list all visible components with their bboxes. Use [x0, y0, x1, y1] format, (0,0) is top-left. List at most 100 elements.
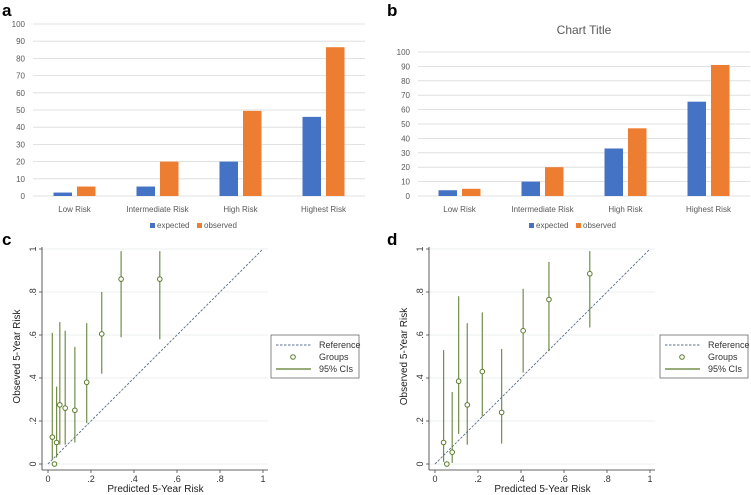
- y-tick-label: .6: [415, 331, 425, 339]
- legend-label: Reference: [708, 340, 750, 350]
- legend-label: Groups: [319, 352, 349, 362]
- x-category-label: Low Risk: [443, 205, 476, 214]
- group-point: [498, 409, 505, 416]
- y-tick-label: 0: [21, 192, 26, 201]
- legend: Reference Groups 95% CIs: [270, 334, 361, 379]
- bar-expected: [438, 190, 457, 196]
- legend-label: Groups: [708, 352, 738, 362]
- bar-expected: [136, 186, 155, 196]
- group-point: [51, 461, 58, 467]
- bar-observed: [462, 188, 481, 196]
- y-tick-label: 0: [28, 461, 38, 466]
- y-tick-label: 1: [28, 246, 38, 251]
- calibration-plot-d: d 0 .2 .4 .6 .8 1 0 .2 .4 .6 .8 1 Predicted 5-Year Ri…: [387, 230, 750, 495]
- y-tick-label: 40: [16, 123, 25, 132]
- y-tick-label: 50: [16, 106, 25, 115]
- x-category-label: Intermediate Risk: [126, 205, 189, 214]
- x-tick-label: .8: [216, 474, 224, 484]
- y-tick-label: .4: [28, 374, 38, 382]
- group-point: [449, 449, 456, 455]
- y-tick-label: 100: [397, 48, 411, 57]
- bar-expected: [687, 101, 706, 196]
- reference-line: [434, 248, 651, 465]
- group-point: [83, 379, 90, 386]
- x-category-label: Intermediate Risk: [511, 205, 574, 214]
- x-tick-label: 1: [260, 474, 265, 484]
- y-tick-label: .8: [415, 288, 425, 296]
- y-tick-label: 1: [415, 246, 425, 251]
- group-point: [157, 276, 163, 282]
- y-tick-label: .6: [28, 331, 38, 339]
- x-category-label: High Risk: [608, 205, 643, 214]
- legend-label: 95% CIs: [319, 364, 354, 374]
- bar-observed: [628, 128, 647, 196]
- x-category-label: Highest Risk: [301, 205, 347, 214]
- legend-swatch-expected: [529, 223, 534, 228]
- y-tick-label: 100: [12, 20, 26, 29]
- group-point: [444, 461, 450, 467]
- y-tick-label: 60: [16, 89, 25, 98]
- legend-label: Reference: [319, 340, 361, 350]
- panel-label-a: a: [2, 1, 12, 20]
- bar-observed: [77, 186, 96, 196]
- legend-swatch-expected: [150, 223, 155, 228]
- y-tick-label: 70: [16, 72, 25, 81]
- legend-groups-marker: [679, 354, 685, 360]
- bar-expected: [53, 192, 72, 196]
- panel-label-b: b: [387, 1, 397, 20]
- panel-label-d: d: [387, 230, 397, 249]
- group-point: [98, 331, 105, 337]
- x-tick-label: .2: [87, 474, 95, 484]
- y-tick-label: 60: [401, 106, 410, 115]
- y-tick-label: .8: [28, 288, 38, 296]
- group-point: [455, 378, 462, 385]
- y-tick-label: 80: [16, 54, 25, 63]
- y-tick-label: 0: [406, 192, 411, 201]
- y-tick-label: 10: [16, 175, 25, 184]
- x-tick-label: .4: [130, 474, 138, 484]
- bar-expected: [219, 161, 238, 196]
- bar-observed: [711, 64, 730, 197]
- legend-label-observed: observed: [583, 221, 616, 230]
- group-point: [57, 402, 63, 408]
- y-tick-label: 90: [401, 62, 410, 71]
- legend-box: [659, 334, 749, 379]
- x-tick-label: .2: [474, 474, 482, 484]
- group-point: [479, 368, 486, 375]
- x-tick-label: 0: [432, 474, 437, 484]
- panel-label-c: c: [2, 230, 11, 249]
- y-tick-label: 50: [401, 120, 410, 129]
- group-point: [440, 439, 447, 446]
- x-category-label: High Risk: [223, 205, 258, 214]
- y-tick-label: 30: [16, 140, 25, 149]
- bar-chart-b: b Chart Title 0 10 20 30 40 50 60 70 80 90 100 Low Ri…: [387, 1, 750, 230]
- bar-expected: [521, 181, 540, 196]
- y-tick-label: .2: [415, 417, 425, 425]
- y-tick-label: 30: [401, 149, 410, 158]
- y-axis-label: Observed 5-Year Risk: [399, 307, 410, 405]
- x-category-label: Highest Risk: [686, 205, 732, 214]
- bar-observed: [326, 47, 345, 196]
- group-point: [72, 407, 78, 414]
- legend-box: [270, 334, 360, 379]
- x-tick-label: .6: [173, 474, 181, 484]
- y-tick-label: 20: [401, 163, 410, 172]
- x-axis-label: Predicted 5-Year Risk: [107, 484, 204, 495]
- group-point: [520, 327, 526, 334]
- y-tick-label: .4: [415, 374, 425, 382]
- legend-label: 95% CIs: [708, 364, 743, 374]
- y-tick-label: 0: [415, 461, 425, 466]
- chart-title: Chart Title: [557, 23, 612, 37]
- group-point: [546, 296, 552, 303]
- y-tick-label: .2: [28, 417, 38, 425]
- x-tick-label: .4: [517, 474, 525, 484]
- reference-line: [47, 248, 264, 465]
- bar-expected: [604, 148, 623, 196]
- group-point: [587, 270, 593, 277]
- group-point: [464, 402, 471, 408]
- legend: Reference Groups 95% CIs: [659, 334, 750, 379]
- legend-label-expected: expected: [536, 221, 568, 230]
- legend-swatch-observed: [576, 223, 581, 228]
- y-axis-label: Obseved 5-Year Risk: [12, 308, 23, 403]
